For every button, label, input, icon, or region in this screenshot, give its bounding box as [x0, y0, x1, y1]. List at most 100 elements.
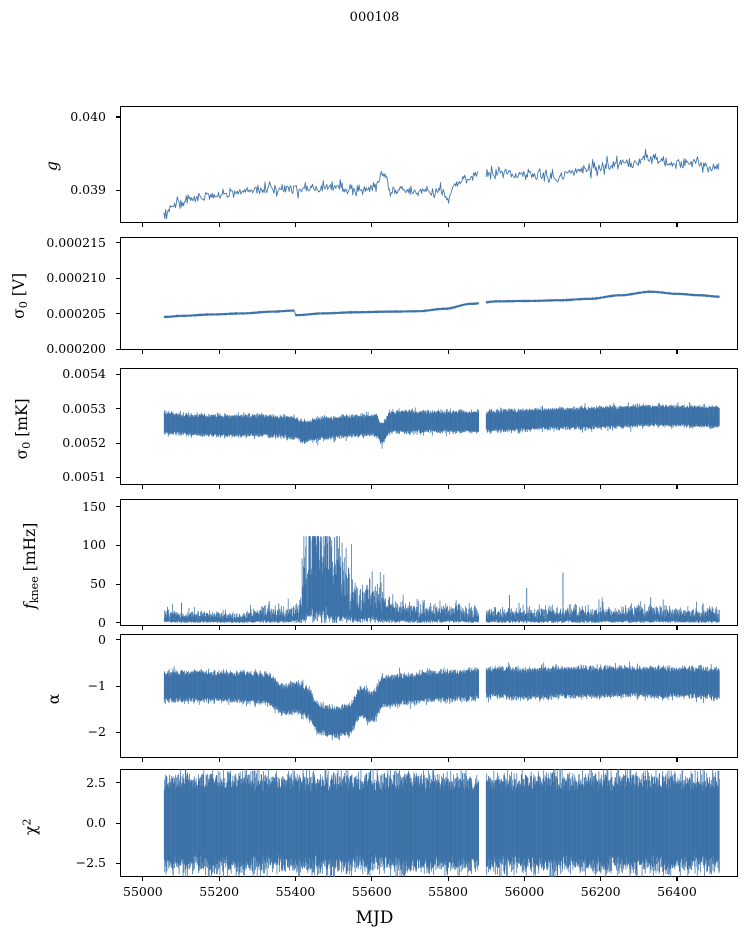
xtick-mark: [294, 223, 297, 227]
xtick-mark: [142, 626, 144, 630]
ytick-labels-sigma0-volts: 0.000200 0.000205 0.000210 0.000215: [8, 234, 112, 355]
xtick-mark: [218, 485, 220, 489]
xtick-mark: [523, 350, 525, 354]
ytick-mark: [116, 116, 120, 118]
xtick-mark: [523, 877, 525, 881]
xtick-mark: [523, 626, 525, 630]
panel-sigma0-millikelvin: [116, 368, 738, 489]
ylabel-chi-squared: χ2: [20, 818, 40, 836]
ytick-label: −2.5: [75, 855, 106, 871]
xtick-mark: [447, 877, 449, 881]
plot-band-alpha: [163, 661, 720, 741]
xtick-mark: [600, 223, 602, 227]
ytick-label: 2.5: [86, 774, 106, 790]
xtick-mark: [600, 758, 602, 762]
xtick-mark: [600, 626, 602, 630]
xtick-mark: [676, 485, 678, 489]
plot-line-gain: [163, 148, 720, 220]
ytick-mark: [116, 639, 120, 641]
xtick-mark: [218, 877, 220, 881]
xaxis-label: MJD: [355, 908, 394, 928]
ytick-label: 150: [82, 498, 106, 514]
xtick-mark: [371, 485, 373, 489]
xtick-mark: [294, 626, 297, 630]
xtick-mark: [294, 877, 297, 881]
xtick-label: 56000: [504, 884, 545, 899]
ytick-mark: [116, 189, 120, 191]
xtick-mark: [447, 223, 449, 227]
xtick-mark: [600, 485, 602, 489]
ytick-mark: [116, 862, 120, 864]
plot-band-chi-squared: [163, 769, 720, 877]
xtick-label: 56400: [657, 884, 697, 899]
axes-frame-gain: [120, 106, 738, 223]
xtick-mark: [523, 758, 525, 762]
xtick-mark: [142, 223, 144, 227]
ytick-label: 0: [98, 614, 106, 630]
ytick-label: 0.000205: [46, 305, 106, 321]
xtick-mark: [371, 758, 373, 762]
ytick-mark: [116, 408, 120, 410]
ytick-mark: [116, 544, 120, 547]
ytick-mark: [116, 622, 120, 624]
xtick-mark: [447, 626, 449, 630]
ytick-label: 0.000215: [46, 234, 106, 250]
ytick-label: 0.039: [70, 181, 106, 197]
ytick-label: 0.000210: [46, 269, 106, 285]
ytick-mark: [116, 731, 120, 734]
ytick-mark: [116, 822, 120, 824]
figure-title: 000108: [349, 10, 400, 25]
xtick-mark: [218, 350, 220, 354]
ytick-mark: [116, 277, 120, 279]
xtick-label: 55200: [199, 884, 240, 899]
ytick-label: 100: [82, 537, 106, 553]
ytick-label: 0.0051: [62, 469, 106, 485]
xtick-mark: [142, 877, 144, 881]
xtick-mark: [523, 223, 525, 227]
ytick-label: 0.0054: [62, 365, 106, 381]
ytick-mark: [116, 373, 120, 375]
axes-frame-f-knee: [120, 499, 738, 626]
ytick-label: 0.0: [86, 814, 106, 830]
ytick-mark: [116, 506, 120, 508]
xtick-mark: [218, 626, 220, 630]
ytick-mark: [116, 782, 120, 784]
xtick-mark: [676, 350, 678, 354]
xtick-mark: [447, 350, 449, 354]
xtick-mark: [447, 485, 449, 489]
xtick-label: 55800: [428, 884, 468, 899]
xtick-mark: [294, 485, 297, 489]
xtick-mark: [676, 758, 678, 762]
xtick-label: 55600: [351, 884, 392, 899]
ytick-label: 0.000200: [46, 341, 106, 357]
xtick-label: 55400: [275, 884, 316, 899]
xtick-mark: [294, 758, 297, 762]
ytick-mark: [116, 476, 120, 479]
xtick-mark: [142, 485, 144, 489]
ytick-mark: [116, 442, 120, 444]
ytick-label: 0.0052: [62, 434, 106, 450]
xtick-mark: [600, 350, 602, 354]
ylabel-alpha: α: [45, 693, 63, 705]
xtick-mark: [142, 350, 144, 354]
ytick-mark: [116, 583, 120, 585]
ytick-labels-sigma0-millikelvin: 0.0051 0.0052 0.0053 0.0054: [28, 365, 112, 485]
ytick-labels-alpha: 0 −1 −2: [66, 633, 112, 758]
xtick-mark: [447, 758, 449, 762]
ytick-label: 0.0053: [62, 400, 106, 416]
xtick-label: 56200: [580, 884, 621, 899]
panel-f-knee: [116, 499, 738, 630]
ytick-label: −1: [87, 677, 106, 693]
ytick-labels-gain: 0.039 0.040: [40, 106, 112, 223]
xtick-mark: [600, 877, 602, 881]
plot-band-sigma0-millikelvin: [163, 402, 720, 449]
ytick-mark: [116, 313, 120, 315]
ytick-mark: [116, 348, 120, 350]
xtick-mark: [371, 223, 373, 227]
panel-chi-squared: [116, 769, 738, 881]
ylabel-f-knee: fknee [mHz]: [21, 522, 41, 610]
ytick-mark: [116, 685, 120, 687]
ytick-label: −2: [87, 724, 106, 740]
xtick-mark: [371, 626, 373, 630]
